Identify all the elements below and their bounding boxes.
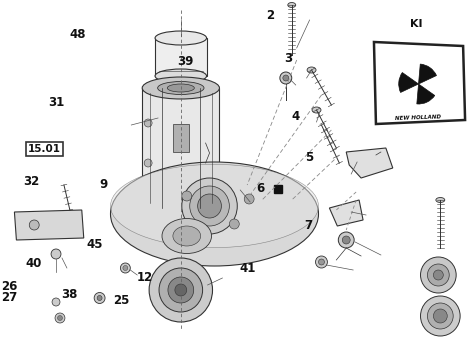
Text: 39: 39 [177, 55, 193, 68]
Circle shape [55, 313, 65, 323]
Ellipse shape [158, 81, 204, 94]
Polygon shape [374, 42, 465, 124]
Circle shape [280, 72, 292, 84]
Text: KI: KI [410, 19, 422, 29]
Polygon shape [14, 210, 84, 240]
Text: 6: 6 [256, 182, 264, 195]
Circle shape [316, 256, 328, 268]
Ellipse shape [167, 84, 194, 92]
Wedge shape [417, 84, 435, 104]
Circle shape [144, 119, 152, 127]
Ellipse shape [142, 197, 219, 219]
Circle shape [420, 257, 456, 293]
Circle shape [157, 198, 165, 206]
Circle shape [420, 296, 460, 336]
Circle shape [244, 194, 254, 204]
Circle shape [182, 191, 191, 201]
Circle shape [338, 232, 354, 248]
Text: 15.01: 15.01 [28, 144, 61, 154]
Circle shape [94, 292, 105, 303]
Circle shape [342, 236, 350, 244]
Circle shape [52, 298, 60, 306]
Circle shape [97, 295, 102, 301]
Ellipse shape [173, 226, 201, 246]
Text: 31: 31 [48, 96, 64, 109]
Wedge shape [399, 73, 419, 92]
Ellipse shape [162, 219, 211, 253]
Text: 25: 25 [113, 294, 129, 307]
Ellipse shape [155, 31, 207, 45]
Circle shape [428, 303, 453, 329]
Polygon shape [173, 124, 189, 152]
Text: 7: 7 [305, 219, 313, 232]
Text: 48: 48 [69, 28, 85, 41]
Text: 45: 45 [87, 238, 103, 251]
Circle shape [433, 309, 447, 323]
Circle shape [175, 284, 187, 296]
Text: 5: 5 [306, 151, 314, 164]
Polygon shape [274, 185, 283, 193]
Circle shape [51, 249, 61, 259]
Circle shape [190, 186, 229, 226]
Text: 26: 26 [1, 280, 18, 293]
Polygon shape [142, 88, 219, 208]
Ellipse shape [110, 165, 319, 248]
Ellipse shape [142, 77, 219, 99]
Circle shape [182, 178, 237, 234]
Text: NEW HOLLAND: NEW HOLLAND [394, 115, 441, 121]
Text: 41: 41 [239, 262, 256, 275]
Ellipse shape [312, 107, 321, 113]
Circle shape [319, 259, 324, 265]
Circle shape [196, 198, 204, 206]
Polygon shape [155, 38, 207, 76]
Ellipse shape [110, 162, 319, 266]
Polygon shape [329, 200, 363, 226]
Text: 2: 2 [266, 9, 274, 22]
Circle shape [144, 159, 152, 167]
Text: 9: 9 [99, 178, 107, 191]
Circle shape [159, 268, 202, 312]
Circle shape [428, 264, 449, 286]
Text: 38: 38 [61, 288, 77, 301]
Wedge shape [419, 64, 437, 84]
Ellipse shape [307, 67, 316, 73]
Circle shape [57, 316, 63, 320]
Ellipse shape [155, 69, 207, 83]
Circle shape [198, 194, 221, 218]
Circle shape [29, 220, 39, 230]
Ellipse shape [288, 2, 296, 8]
Circle shape [283, 75, 289, 81]
Circle shape [196, 210, 204, 218]
Ellipse shape [142, 197, 219, 219]
Circle shape [433, 270, 443, 280]
Circle shape [120, 263, 130, 273]
Text: 40: 40 [26, 257, 42, 270]
Text: 12: 12 [137, 271, 153, 284]
Text: 27: 27 [1, 291, 18, 304]
Circle shape [149, 258, 212, 322]
Polygon shape [346, 148, 393, 178]
Circle shape [168, 277, 194, 303]
Ellipse shape [436, 197, 445, 202]
Circle shape [123, 265, 128, 271]
Circle shape [157, 210, 165, 218]
Text: 4: 4 [292, 110, 300, 123]
Ellipse shape [136, 195, 226, 221]
Text: 32: 32 [24, 175, 40, 188]
Circle shape [229, 219, 239, 229]
Text: 3: 3 [284, 52, 292, 65]
